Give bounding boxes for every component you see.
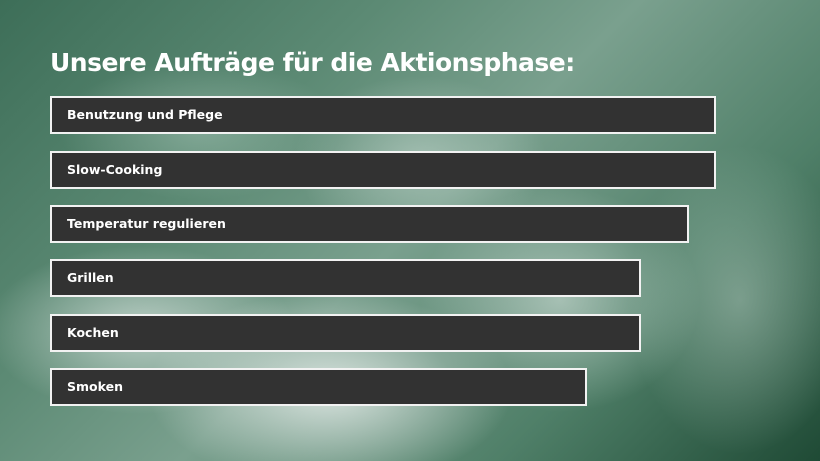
task-item-temperatur-regulieren[interactable]: Temperatur regulieren	[50, 205, 689, 243]
task-item-kochen[interactable]: Kochen	[50, 314, 641, 352]
task-item-grillen[interactable]: Grillen	[50, 259, 641, 297]
task-item-benutzung-und-pflege[interactable]: Benutzung und Pflege	[50, 96, 716, 134]
task-item-slow-cooking[interactable]: Slow-Cooking	[50, 151, 716, 189]
task-item-smoken[interactable]: Smoken	[50, 368, 587, 406]
slide-title: Unsere Aufträge für die Aktionsphase:	[50, 48, 575, 77]
